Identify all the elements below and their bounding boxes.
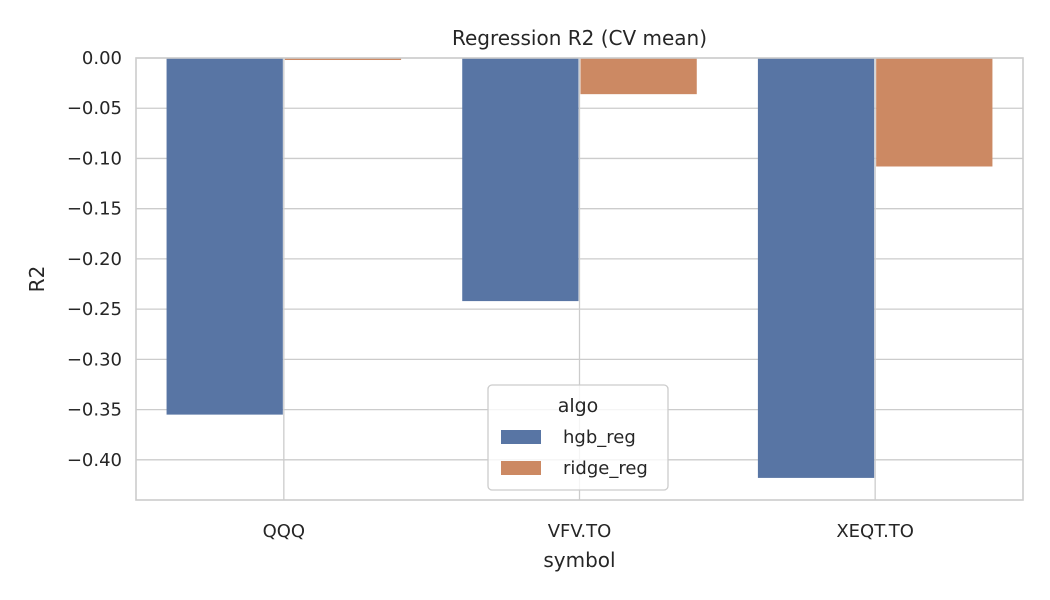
legend-label-ridge_reg: ridge_reg — [563, 458, 648, 479]
x-tick-label: XEQT.TO — [836, 521, 914, 542]
y-tick-label: −0.20 — [67, 249, 122, 270]
bar-hgb_reg-qqq — [166, 58, 283, 415]
legend-swatch-ridge_reg — [501, 461, 541, 475]
x-tick-label: VFV.TO — [548, 521, 612, 542]
y-axis-title: R2 — [25, 266, 49, 293]
bar-hgb_reg-vfv-to — [462, 58, 579, 302]
y-tick-label: −0.10 — [67, 148, 122, 169]
legend-swatch-hgb_reg — [501, 430, 541, 444]
plot-frame — [135, 57, 1024, 501]
x-axis-title: symbol — [543, 548, 615, 572]
legend-label-hgb_reg: hgb_reg — [563, 427, 636, 448]
bar-ridge_reg-xeqt-to — [876, 58, 993, 167]
bar-ridge_reg-vfv-to — [580, 58, 697, 95]
bar-hgb_reg-xeqt-to — [757, 58, 875, 478]
bars — [166, 58, 993, 478]
x-tick-label: QQQ — [263, 521, 306, 542]
y-tick-label: −0.15 — [67, 199, 122, 220]
y-tick-label: −0.40 — [67, 450, 122, 471]
legend-title: algo — [558, 395, 599, 417]
y-axis-ticks: 0.00 −0.05 −0.10 −0.15 −0.20 −0.25 −0.30 −0.35 −… — [67, 48, 122, 471]
y-tick-label: −0.25 — [67, 299, 122, 320]
y-tick-label: −0.30 — [67, 349, 122, 370]
legend-entries: hgb_reg ridge_reg — [501, 427, 648, 479]
y-tick-label: 0.00 — [82, 48, 122, 69]
y-tick-label: −0.05 — [67, 98, 122, 119]
bar-ridge_reg-qqq — [284, 58, 402, 61]
y-tick-label: −0.35 — [67, 400, 122, 421]
legend: algo hgb_reg ridge_reg — [487, 384, 669, 491]
x-axis-ticks: QQQ VFV.TO XEQT.TO — [263, 521, 914, 542]
chart-title: Regression R2 (CV mean) — [452, 26, 707, 50]
